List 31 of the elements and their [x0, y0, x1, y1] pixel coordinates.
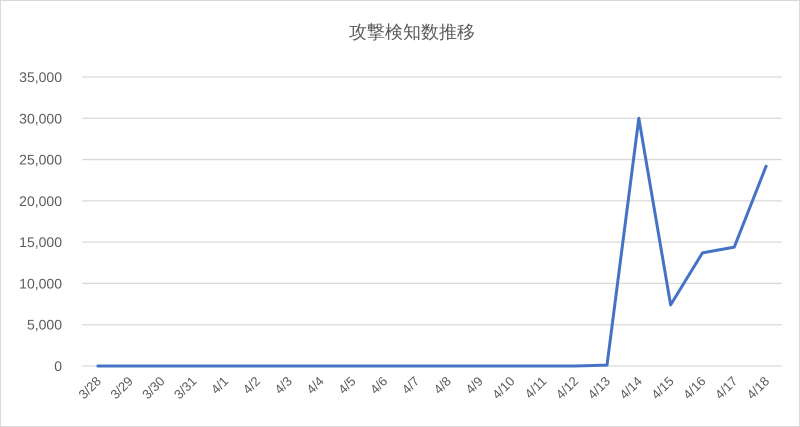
x-tick-label: 4/9	[462, 374, 486, 397]
y-tick-label: 20,000	[19, 192, 62, 209]
x-tick-label: 4/14	[616, 374, 645, 402]
x-tick-label: 3/29	[107, 374, 136, 402]
y-tick-label: 5,000	[26, 316, 62, 333]
x-tick-label: 4/10	[489, 374, 518, 402]
x-tick-label: 4/16	[680, 374, 709, 402]
x-tick-label: 4/7	[398, 374, 422, 397]
x-tick-label: 4/8	[430, 374, 454, 397]
x-tick-label: 4/15	[648, 374, 677, 402]
x-tick-label: 3/31	[170, 374, 200, 402]
x-tick-label: 4/6	[367, 374, 390, 397]
x-tick-label: 4/5	[335, 374, 359, 397]
x-tick-label: 4/4	[303, 374, 327, 397]
x-tick-label: 3/30	[139, 374, 168, 402]
x-tick-label: 4/1	[208, 374, 232, 397]
x-tick-label: 4/18	[744, 374, 772, 402]
x-tick-label: 4/3	[272, 374, 295, 397]
y-tick-label: 35,000	[19, 69, 62, 85]
x-tick-label: 4/11	[522, 374, 550, 402]
line-series	[96, 116, 768, 368]
x-tick-label: 4/2	[240, 374, 264, 397]
x-tick-label: 3/28	[76, 374, 104, 402]
y-tick-label: 15,000	[19, 234, 62, 250]
y-tick-label: 30,000	[19, 110, 62, 126]
x-tick-label: 4/13	[584, 374, 614, 402]
chart-title: 攻撃検知数推移	[349, 22, 475, 42]
y-tick-label: 10,000	[19, 275, 62, 292]
y-tick-label: 25,000	[19, 152, 62, 168]
y-tick-label: 0	[54, 358, 62, 374]
x-tick-label: 4/12	[552, 374, 582, 402]
